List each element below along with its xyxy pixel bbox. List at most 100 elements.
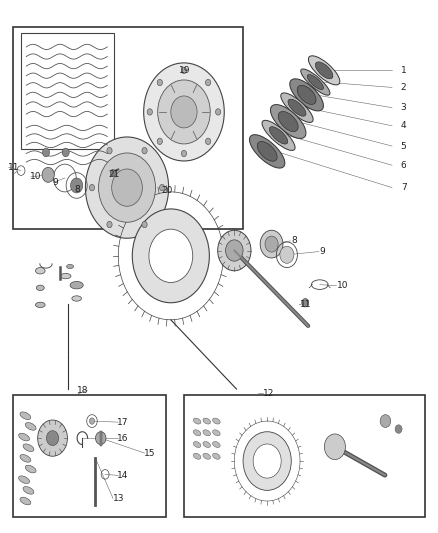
- Ellipse shape: [203, 441, 211, 448]
- Ellipse shape: [67, 264, 74, 269]
- Circle shape: [147, 109, 152, 115]
- Ellipse shape: [203, 430, 211, 436]
- Text: 7: 7: [401, 183, 406, 192]
- Circle shape: [112, 169, 142, 206]
- Circle shape: [380, 415, 391, 427]
- Circle shape: [205, 79, 211, 86]
- Text: 12: 12: [263, 389, 274, 398]
- Circle shape: [171, 96, 197, 128]
- Circle shape: [226, 240, 243, 261]
- Circle shape: [325, 434, 346, 459]
- Bar: [21, 33, 114, 149]
- Text: 8: 8: [291, 237, 297, 245]
- Ellipse shape: [19, 476, 29, 483]
- Bar: [13, 27, 243, 229]
- Circle shape: [280, 246, 294, 263]
- Text: 9: 9: [53, 178, 58, 187]
- Circle shape: [205, 138, 211, 144]
- Ellipse shape: [281, 93, 313, 123]
- Ellipse shape: [25, 465, 36, 473]
- Ellipse shape: [262, 120, 295, 150]
- Ellipse shape: [23, 487, 34, 494]
- Text: 10: 10: [337, 281, 349, 290]
- Text: 1: 1: [401, 66, 406, 75]
- Text: 10: 10: [30, 173, 41, 181]
- Text: 9: 9: [320, 247, 325, 256]
- Circle shape: [142, 148, 147, 154]
- Ellipse shape: [20, 497, 31, 505]
- Circle shape: [89, 184, 95, 191]
- Circle shape: [144, 63, 224, 161]
- Bar: [13, 395, 166, 517]
- Ellipse shape: [278, 111, 298, 132]
- Circle shape: [46, 431, 59, 446]
- Ellipse shape: [35, 268, 45, 274]
- Ellipse shape: [269, 127, 288, 144]
- Circle shape: [132, 209, 209, 303]
- Ellipse shape: [307, 75, 324, 90]
- Circle shape: [243, 432, 291, 490]
- Circle shape: [218, 230, 251, 271]
- Ellipse shape: [20, 412, 31, 419]
- Ellipse shape: [19, 433, 29, 441]
- Circle shape: [99, 153, 155, 222]
- Ellipse shape: [212, 441, 220, 448]
- Ellipse shape: [212, 418, 220, 424]
- Circle shape: [157, 138, 162, 144]
- Circle shape: [62, 148, 69, 157]
- Text: 8: 8: [74, 185, 80, 194]
- Ellipse shape: [297, 85, 316, 104]
- Circle shape: [107, 221, 112, 228]
- Ellipse shape: [212, 453, 220, 459]
- Text: 11: 11: [300, 301, 311, 309]
- Circle shape: [71, 178, 83, 193]
- Text: 14: 14: [117, 471, 129, 480]
- Circle shape: [215, 109, 221, 115]
- Circle shape: [157, 79, 162, 86]
- Ellipse shape: [257, 141, 277, 161]
- Circle shape: [38, 420, 67, 456]
- Circle shape: [42, 148, 49, 157]
- Circle shape: [149, 229, 193, 282]
- Circle shape: [253, 444, 281, 478]
- Text: 11: 11: [8, 163, 19, 172]
- Ellipse shape: [25, 423, 36, 430]
- Text: 5: 5: [401, 142, 406, 150]
- Circle shape: [181, 67, 187, 74]
- Circle shape: [302, 298, 309, 307]
- Circle shape: [260, 230, 283, 258]
- Circle shape: [42, 167, 54, 182]
- Circle shape: [265, 236, 278, 252]
- Text: 19: 19: [179, 66, 190, 75]
- Circle shape: [107, 148, 112, 154]
- Ellipse shape: [72, 296, 81, 301]
- Text: 21: 21: [109, 171, 120, 179]
- Text: 17: 17: [117, 418, 129, 426]
- Circle shape: [95, 432, 106, 445]
- Ellipse shape: [212, 430, 220, 436]
- Ellipse shape: [193, 430, 201, 436]
- Ellipse shape: [23, 444, 34, 451]
- Text: 13: 13: [113, 494, 124, 503]
- Circle shape: [181, 150, 187, 157]
- Ellipse shape: [308, 56, 340, 85]
- Text: 18: 18: [77, 386, 88, 394]
- Ellipse shape: [290, 79, 323, 111]
- Ellipse shape: [203, 418, 211, 424]
- Bar: [100, 431, 102, 446]
- Ellipse shape: [193, 453, 201, 459]
- Ellipse shape: [35, 302, 45, 308]
- Ellipse shape: [301, 69, 330, 95]
- Text: 16: 16: [117, 434, 129, 442]
- Circle shape: [110, 169, 116, 176]
- Ellipse shape: [315, 62, 333, 79]
- Circle shape: [159, 184, 165, 191]
- Ellipse shape: [288, 99, 306, 116]
- Ellipse shape: [60, 273, 71, 279]
- Ellipse shape: [193, 418, 201, 424]
- Ellipse shape: [270, 104, 306, 139]
- Ellipse shape: [70, 281, 83, 289]
- Text: 6: 6: [401, 161, 406, 169]
- Ellipse shape: [20, 455, 31, 462]
- Ellipse shape: [250, 135, 285, 168]
